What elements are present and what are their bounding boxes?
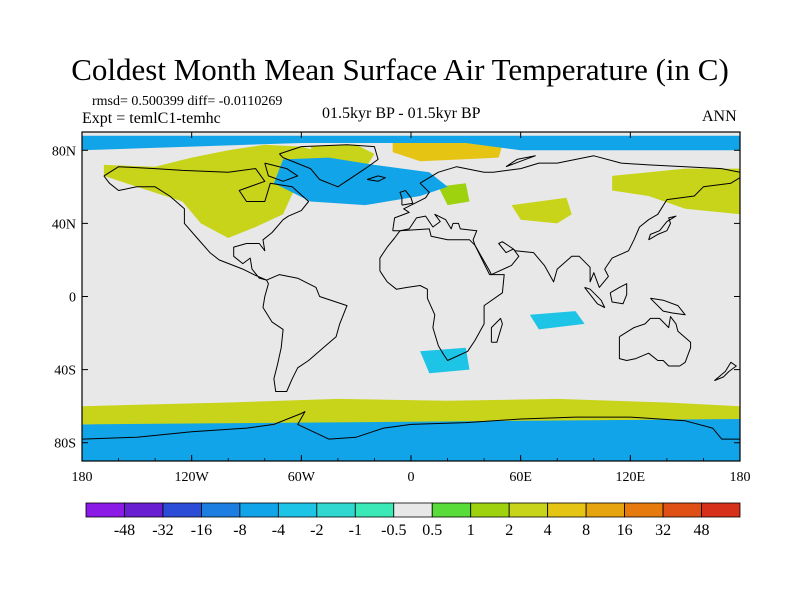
lon-tick-label: 120W xyxy=(175,470,210,485)
colorbar-label: -48 xyxy=(114,522,135,539)
colorbar-label: -2 xyxy=(310,522,323,539)
colorbar-label: -1 xyxy=(349,522,362,539)
colorbar-swatch xyxy=(162,502,202,518)
colorbar-swatch xyxy=(124,502,164,518)
lon-tick-label: 180 xyxy=(72,470,93,485)
lat-tick-label: 40S xyxy=(54,364,76,379)
coastline-madagascar xyxy=(490,317,503,343)
lon-tick-label: 180 xyxy=(730,470,751,485)
coastline-africa xyxy=(379,228,505,361)
siberia-anomaly xyxy=(612,168,740,215)
coastline-great-britain xyxy=(399,190,414,206)
coastline-new-guinea xyxy=(650,297,686,316)
coastline-eurasia xyxy=(392,155,740,288)
colorbar-label: 48 xyxy=(694,522,710,539)
longitude-axis: 180 120W 60W 0 60E 120E 180 xyxy=(72,132,751,485)
colorbar-swatch xyxy=(393,502,433,518)
south-atlantic-anomaly xyxy=(420,347,470,374)
colorbar-swatch xyxy=(547,502,587,518)
greenland-sea-anomaly xyxy=(392,139,503,162)
colorbar-label: -4 xyxy=(272,522,285,539)
lat-tick-label: 40N xyxy=(52,217,76,232)
coastline-australia xyxy=(618,316,692,367)
coastline-south-america xyxy=(262,274,348,392)
lat-tick-label: 80N xyxy=(52,144,76,159)
coastlines xyxy=(82,144,740,440)
coastline-greenland xyxy=(279,144,379,188)
coastline-new-zealand xyxy=(714,361,737,382)
latitude-axis: 80N 40N 0 40S 80S xyxy=(52,144,740,452)
colorbar-swatch xyxy=(624,502,664,518)
colorbar-label: 8 xyxy=(582,522,590,539)
lon-tick-label: 120E xyxy=(616,470,646,485)
anomaly-regions xyxy=(82,135,740,461)
colorbar-label: 0.5 xyxy=(422,522,442,539)
colorbar-label: -16 xyxy=(191,522,212,539)
experiment-label: Expt = temlC1-temhc xyxy=(82,110,221,127)
colorbar-label: 4 xyxy=(544,522,552,539)
colorbar-swatch xyxy=(585,502,625,518)
colorbar-swatch xyxy=(662,502,702,518)
coastline-borneo xyxy=(609,283,628,305)
colorbar-swatch xyxy=(508,502,549,518)
coastline-japan xyxy=(648,215,677,241)
stats-text: rmsd= 0.500399 diff= -0.0110269 xyxy=(92,94,283,109)
southern-ocean-belt xyxy=(82,398,740,425)
coastline-antarctica xyxy=(82,411,740,440)
colorbar-label: 16 xyxy=(617,522,633,539)
arctic-ocean-anomaly xyxy=(82,135,740,151)
colorbar-label: 2 xyxy=(505,522,513,539)
colorbar-swatch xyxy=(85,502,125,518)
colorbar-swatch xyxy=(701,502,741,518)
indian-ocean-anomaly xyxy=(529,311,585,330)
coastline-north-america xyxy=(103,166,310,281)
lon-tick-label: 0 xyxy=(408,470,415,485)
coastline-iceland xyxy=(366,175,386,182)
colorbar-label: 32 xyxy=(655,522,671,539)
colorbar-label: 1 xyxy=(467,522,475,539)
lat-tick-label: 0 xyxy=(69,291,76,306)
lon-tick-label: 60W xyxy=(288,470,316,485)
colorbar-swatch xyxy=(470,502,510,518)
season-label: ANN xyxy=(702,108,737,125)
chart-title: Coldest Month Mean Surface Air Temperatu… xyxy=(71,52,729,87)
north-atlantic-anomaly xyxy=(273,157,448,206)
colorbar-label: -8 xyxy=(233,522,246,539)
period-label: 01.5kyr BP - 01.5kyr BP xyxy=(322,105,481,122)
lon-tick-label: 60E xyxy=(509,470,532,485)
central-asia-anomaly xyxy=(511,197,572,224)
colorbar-swatch xyxy=(277,502,318,518)
coastline-novaya-zemlya xyxy=(505,155,536,168)
colorbar-label: -32 xyxy=(152,522,173,539)
colorbar-label: -0.5 xyxy=(381,522,406,539)
colorbar-swatch xyxy=(316,502,356,518)
colorbar-swatch xyxy=(239,502,279,518)
colorbar-swatch xyxy=(201,502,241,518)
europe-anomaly xyxy=(438,183,470,206)
lat-tick-label: 80S xyxy=(54,437,76,452)
colorbar-swatch xyxy=(354,502,395,518)
coastline-sumatra xyxy=(584,286,606,308)
north-america-anomaly xyxy=(103,144,329,238)
colorbar-swatch xyxy=(431,502,472,518)
coastline-baffin-island xyxy=(264,162,299,182)
